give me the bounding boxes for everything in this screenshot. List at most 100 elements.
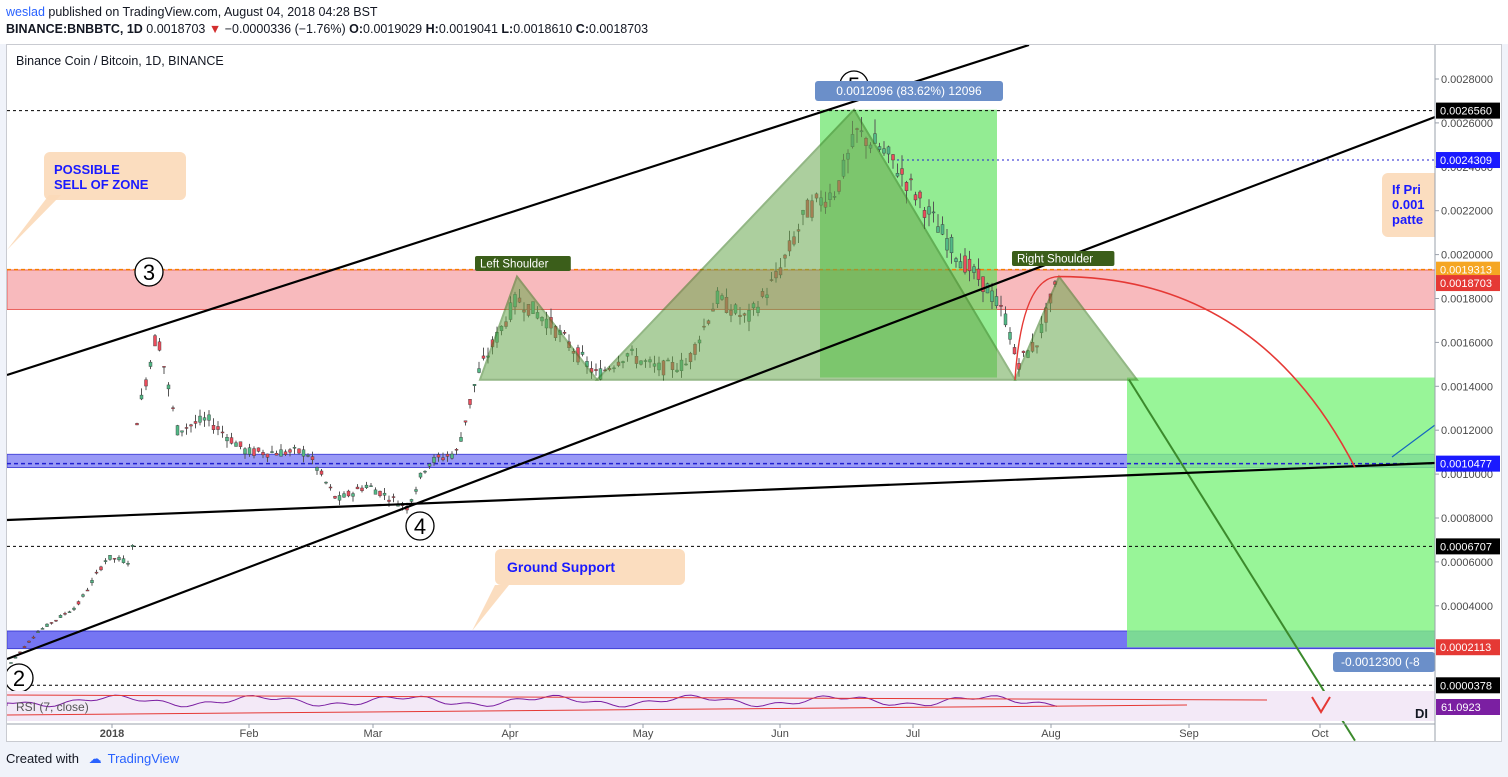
candle-body [315, 467, 319, 471]
candle-body [1003, 313, 1008, 326]
candle-body [162, 366, 166, 368]
candle-body [445, 454, 450, 457]
candle-body [189, 424, 193, 427]
wave-circle-4 [405, 511, 435, 541]
di-label: DI [1415, 706, 1428, 721]
head-shape [594, 108, 1017, 381]
rsi-line [6, 694, 1058, 708]
candle-body [468, 399, 472, 405]
candle-body [85, 589, 90, 592]
candle-body [279, 449, 283, 457]
measure-top-text: 0.0012096 (83.62%) 12096 [836, 84, 982, 98]
y-tick-label: 0.0018000 [1441, 294, 1493, 306]
candle-body [54, 619, 58, 622]
candle-body [139, 394, 144, 400]
candle-body [108, 555, 112, 560]
candle-body [252, 448, 256, 456]
candle-body [256, 447, 261, 452]
candle-body [36, 631, 40, 633]
rsi-down-arrow-icon [1311, 696, 1331, 714]
candle-body [211, 425, 216, 430]
candle-body [49, 622, 54, 624]
candle-body [450, 453, 454, 459]
candle-body [1012, 347, 1017, 355]
candle-body [594, 369, 598, 371]
candle-body [301, 449, 306, 457]
candle-body [207, 414, 211, 421]
candle-body [13, 657, 18, 659]
base-trend-line [6, 461, 1436, 522]
candle-body [220, 431, 225, 434]
x-tick-label: Oct [1311, 728, 1328, 740]
candle-body [913, 194, 918, 201]
candle-body [936, 226, 940, 233]
down-arrow-icon: ▼ [208, 22, 222, 36]
candle-body [900, 168, 904, 175]
candle-body [288, 449, 292, 453]
candle-body [31, 636, 36, 639]
tradingview-logo-icon: ☁ [88, 751, 102, 766]
tradingview-link[interactable]: TradingView [107, 751, 180, 766]
price-label-bg [1436, 102, 1500, 119]
candle-body [171, 407, 175, 409]
rsi-label: RSI (7, close) [16, 700, 89, 714]
candle-body [958, 261, 963, 269]
candle-body [27, 640, 31, 643]
candle-body [175, 425, 180, 436]
candle-body [369, 485, 373, 487]
candle-body [9, 662, 13, 664]
price-label-bg [1436, 261, 1500, 278]
price-label: 0.0018703 [1440, 278, 1492, 290]
candle-body [333, 496, 337, 499]
price-label: 0.0019313 [1440, 265, 1492, 277]
candle-body [238, 441, 243, 447]
candle-body [963, 255, 967, 273]
close-value: 0.0018703 [589, 22, 649, 36]
candle-body [157, 341, 162, 351]
high-value: 0.0019041 [438, 22, 498, 36]
high-label: H: [425, 22, 439, 36]
candle-body [247, 447, 252, 455]
candle-body [999, 305, 1003, 307]
author-link[interactable]: weslad [6, 5, 45, 19]
candle-body [144, 379, 148, 387]
x-tick-label: Jul [906, 728, 920, 740]
rsi-trend-lower [6, 704, 1188, 716]
candle-body [121, 558, 126, 563]
candle-body [382, 492, 387, 496]
last-price: 0.0018703 [146, 22, 206, 36]
measure-top-bg [815, 81, 1003, 101]
candle-body [63, 613, 67, 615]
candle-body [463, 420, 468, 423]
candle-body [454, 449, 459, 451]
candle-body [954, 258, 958, 262]
candle-body [882, 148, 886, 154]
candle-body [387, 499, 391, 502]
candle-body [292, 447, 297, 449]
projection-line [1128, 379, 1356, 742]
candle-body [225, 437, 229, 442]
symbol-label: BINANCE:BNBBTC, 1D [6, 22, 143, 36]
left-shoulder-label: Left Shoulder [475, 256, 571, 271]
left-shoulder-label-bg [475, 256, 571, 271]
candle-body [994, 296, 999, 306]
candle-body [472, 384, 477, 386]
price-label: 0.0024309 [1440, 155, 1492, 167]
candle-body [481, 355, 486, 359]
close-label: C: [575, 22, 589, 36]
right-shoulder-label-bg [1012, 251, 1115, 266]
candle-body [243, 448, 247, 455]
candle-body [184, 427, 189, 429]
candle-body [580, 351, 585, 355]
candle-body [229, 437, 234, 444]
sell-zone-text: SELL OF ZONE [54, 177, 149, 192]
open-label: O: [349, 22, 364, 36]
candle-body [153, 335, 157, 347]
candle-body [360, 487, 364, 492]
y-tick-label: 0.0004000 [1441, 601, 1493, 613]
ohlc-line: BINANCE:BNBBTC, 1D 0.0018703 ▼ −0.000033… [6, 22, 648, 36]
x-tick-label: May [633, 728, 654, 740]
